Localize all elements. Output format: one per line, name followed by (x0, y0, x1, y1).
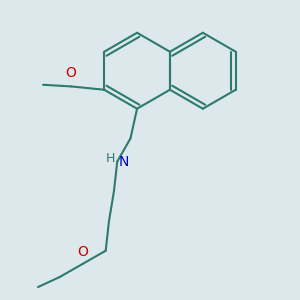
Text: N: N (119, 154, 129, 169)
Text: H: H (105, 152, 115, 165)
Text: O: O (66, 67, 76, 80)
Text: O: O (77, 245, 88, 259)
